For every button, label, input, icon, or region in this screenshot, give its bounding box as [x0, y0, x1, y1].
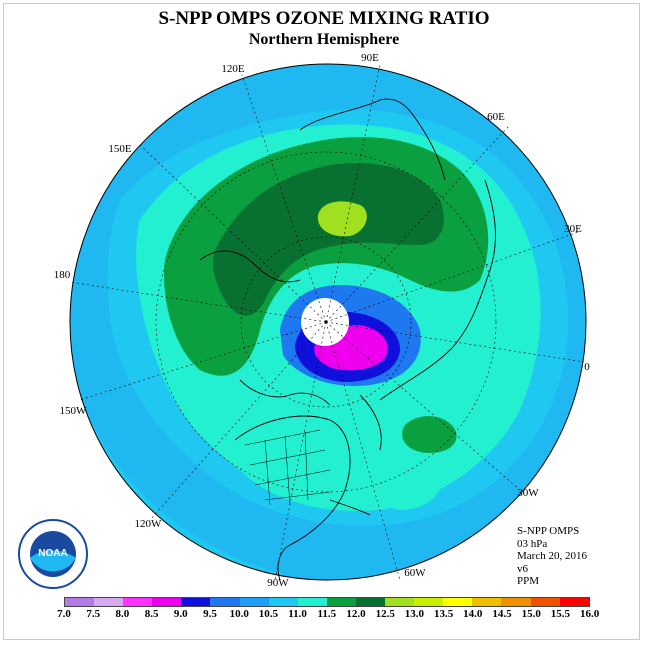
colorbar-tick-label: 15.0 [521, 608, 541, 620]
colorbar-tick-label: 11.0 [288, 608, 307, 620]
info-date: March 20, 2016 [517, 550, 587, 562]
map-border [69, 63, 587, 581]
coast-siberia [199, 250, 301, 283]
colorbar-swatch [414, 598, 444, 606]
lon-label: 90E [361, 52, 379, 64]
colorbar-tick-label: 14.0 [463, 608, 483, 620]
logo-text: NOAA [38, 548, 67, 559]
coast-asia-north [299, 98, 446, 181]
colorbar-tick-label: 15.5 [550, 608, 571, 620]
info-level: 03 hPa [517, 537, 548, 550]
info-instrument: S-NPP OMPS [517, 525, 580, 537]
colorbar-swatch [123, 598, 153, 606]
colorbar-swatch [152, 598, 182, 606]
colorbar-swatch [239, 598, 269, 606]
colorbar-swatch [326, 598, 356, 606]
lon-label: 90W [267, 577, 289, 589]
colorbar-tick-label: 8.0 [115, 608, 130, 620]
colorbar-swatch [268, 598, 298, 606]
coast-north-america [234, 415, 351, 581]
lon-label: 0 [584, 361, 590, 373]
colorbar-tick-label: 7.5 [86, 608, 101, 620]
colorbar-tick-label: 11.5 [317, 608, 337, 620]
coastlines [199, 98, 496, 581]
colorbar-swatch [501, 598, 531, 606]
colorbar-swatch [181, 598, 211, 606]
page-title: S-NPP OMPS OZONE MIXING RATIO [158, 8, 490, 29]
contour-12-5-max [317, 201, 367, 237]
colorbar-ticks: 7.0 7.5 8.0 8.5 9.0 9.5 10.0 10.5 11.0 11.5 12.0 12… [0, 608, 648, 622]
us-state-lines [244, 429, 331, 506]
colorbar-swatch [94, 598, 124, 606]
colorbar-tick-label: 10.5 [258, 608, 279, 620]
lon-label: 150E [108, 143, 132, 155]
figure-frame [3, 3, 640, 640]
lon-label: 30E [564, 223, 582, 235]
colorbar-swatch [443, 598, 473, 606]
colorbar-tick-label: 16.0 [579, 608, 600, 620]
colorbar-tick-label: 13.0 [404, 608, 425, 620]
colorbar-tick-label: 9.5 [203, 608, 217, 620]
lon-label: 30W [517, 487, 539, 499]
info-units: PPM [517, 575, 540, 587]
colorbar-tick-label: 12.0 [346, 608, 366, 620]
lon-label: 150W [60, 405, 88, 417]
longitude-labels: 90E 60E 30E 0 30W 60W 90W 120W 150W 180 … [54, 52, 591, 589]
lon-label: 120E [221, 63, 245, 75]
page-subtitle: Northern Hemisphere [248, 31, 400, 48]
colorbar-tick-label: 9.0 [173, 608, 188, 620]
info-block: S-NPP OMPS 03 hPa March 20, 2016 v6 PPM [517, 525, 587, 588]
noaa-logo: NOAA [18, 519, 88, 589]
colorbar-tick-label: 7.0 [57, 608, 71, 620]
contour-11-5-blob [402, 416, 457, 454]
colorbar-swatch [355, 598, 386, 606]
info-version: v6 [517, 562, 528, 575]
colorbar-swatch [472, 598, 502, 606]
coast-greenland [359, 394, 382, 451]
lon-label: 180 [54, 269, 71, 281]
contour-10-5-outer [70, 360, 586, 580]
colorbar-swatch [297, 598, 327, 606]
colorbar-swatch [530, 598, 560, 606]
lon-label: 60E [487, 111, 505, 123]
coast-europe [379, 179, 496, 401]
colorbar-tick-label: 8.5 [144, 608, 159, 620]
colorbar-swatch [65, 598, 95, 606]
lon-label: 120W [135, 518, 163, 530]
coast-caribbean [329, 499, 371, 516]
ozone-field [70, 64, 586, 580]
colorbar-swatch [559, 598, 589, 606]
lon-label: 60W [404, 567, 426, 579]
colorbar-tick-label: 12.5 [375, 608, 395, 620]
colorbar [64, 597, 590, 607]
graticule [69, 63, 585, 581]
colorbar-swatch [385, 598, 415, 606]
colorbar-tick-label: 13.5 [433, 608, 454, 620]
coast-canada-arctic [239, 379, 331, 406]
colorbar-tick-label: 14.5 [492, 608, 512, 620]
colorbar-swatch [210, 598, 240, 606]
colorbar-tick-label: 10.0 [229, 608, 249, 620]
